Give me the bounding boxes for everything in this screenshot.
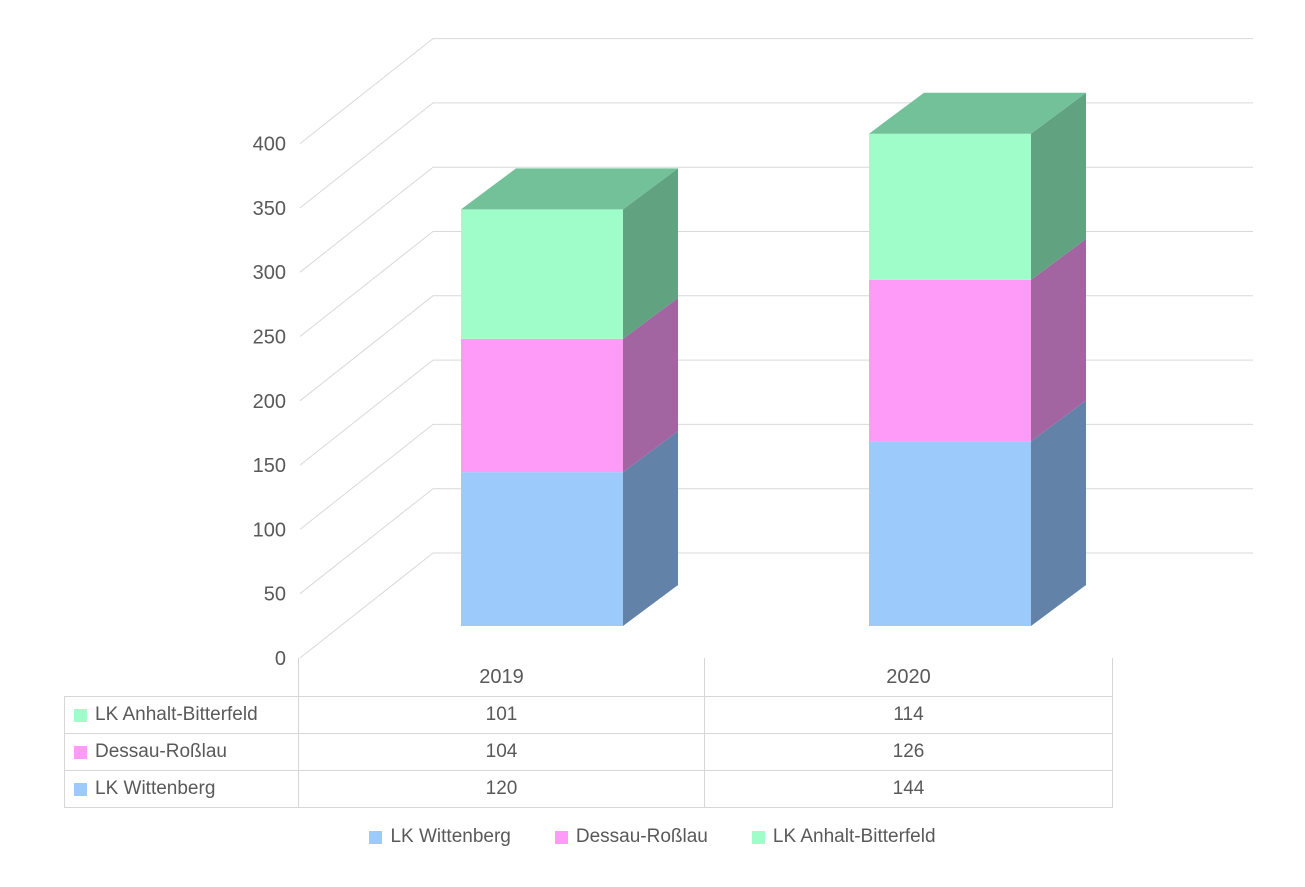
series-name: LK Wittenberg [95,778,216,799]
bar-top-2020 [869,92,1086,134]
series-name: LK Anhalt-Bitterfeld [95,704,258,725]
y-axis-tick-label: 200 [253,391,286,413]
chart-legend: LK Wittenberg Dessau-Roßlau LK Anhalt-Bi… [0,826,1305,848]
table-value: 126 [704,733,1113,771]
legend-swatch-icon [554,830,568,844]
gridline-150 [299,359,1253,466]
table-value: 114 [704,696,1113,734]
gridline-200 [299,295,1253,402]
bar-segment-side-2019-Dessau-Roßlau [623,297,678,473]
legend-item: Dessau-Roßlau [554,826,708,848]
y-axis-tick-label: 250 [253,327,286,349]
table-value: 144 [704,770,1113,808]
legend-label: LK Anhalt-Bitterfeld [772,826,936,847]
bar-segment-2019-Dessau-Roßlau [461,338,623,473]
y-axis-tick-label: 150 [253,455,286,477]
bar-segment-side-2019-LK Anhalt-Bitterfeld [623,168,678,339]
gridline-350 [299,102,1253,209]
bar-segment-side-2019-LK Wittenberg [623,431,678,626]
table-row: Dessau-Roßlau 104 126 [64,733,1113,771]
legend-label: Dessau-Roßlau [575,826,708,847]
bar-segment-side-2020-LK Anhalt-Bitterfeld [1031,92,1086,280]
gridline-100 [299,423,1253,530]
gridline-250 [299,231,1253,337]
legend-item: LK Anhalt-Bitterfeld [751,826,936,848]
series-swatch-icon [74,745,87,759]
table-value: 101 [298,696,705,734]
gridline-50 [299,488,1253,595]
legend-swatch-icon [369,830,383,844]
y-axis-tick-label: 350 [253,198,286,220]
bar-segment-2019-LK Anhalt-Bitterfeld [461,209,623,339]
chart-data-table: 2019 2020 LK Anhalt-Bitterfeld 101 114 D… [64,658,1113,808]
table-header-row: 2019 2020 [64,658,1113,697]
gridline-300 [299,166,1253,273]
series-name-cell: LK Wittenberg [64,770,299,808]
bar-segment-2020-LK Wittenberg [869,441,1031,626]
gridline-400 [299,38,1253,144]
bar-segment-2020-LK Anhalt-Bitterfeld [869,133,1031,280]
category-label-2020: 2020 [704,658,1113,697]
bar-segment-side-2020-LK Wittenberg [1031,400,1086,626]
legend-label: LK Wittenberg [390,826,511,847]
legend-item: LK Wittenberg [369,826,511,848]
bar-segment-side-2020-Dessau-Roßlau [1031,238,1086,442]
bar-top-2019 [461,168,678,210]
table-value: 104 [298,733,705,771]
table-header-stub [64,658,299,697]
gridline-0 [299,552,1253,659]
series-name-cell: LK Anhalt-Bitterfeld [64,696,299,734]
legend-swatch-icon [751,830,765,844]
category-label-2019: 2019 [298,658,705,697]
y-axis-tick-label: 300 [253,262,286,284]
series-name: Dessau-Roßlau [95,741,227,762]
series-swatch-icon [74,782,87,796]
table-row: LK Anhalt-Bitterfeld 101 114 [64,696,1113,734]
bar-segment-2019-LK Wittenberg [461,472,623,626]
series-swatch-icon [74,708,87,722]
bar-segment-2020-Dessau-Roßlau [869,279,1031,442]
y-axis-tick-label: 100 [253,519,286,541]
series-name-cell: Dessau-Roßlau [64,733,299,771]
y-axis-tick-label: 50 [264,584,286,606]
table-value: 120 [298,770,705,808]
y-axis-tick-label: 400 [253,134,286,156]
table-row: LK Wittenberg 120 144 [64,770,1113,808]
